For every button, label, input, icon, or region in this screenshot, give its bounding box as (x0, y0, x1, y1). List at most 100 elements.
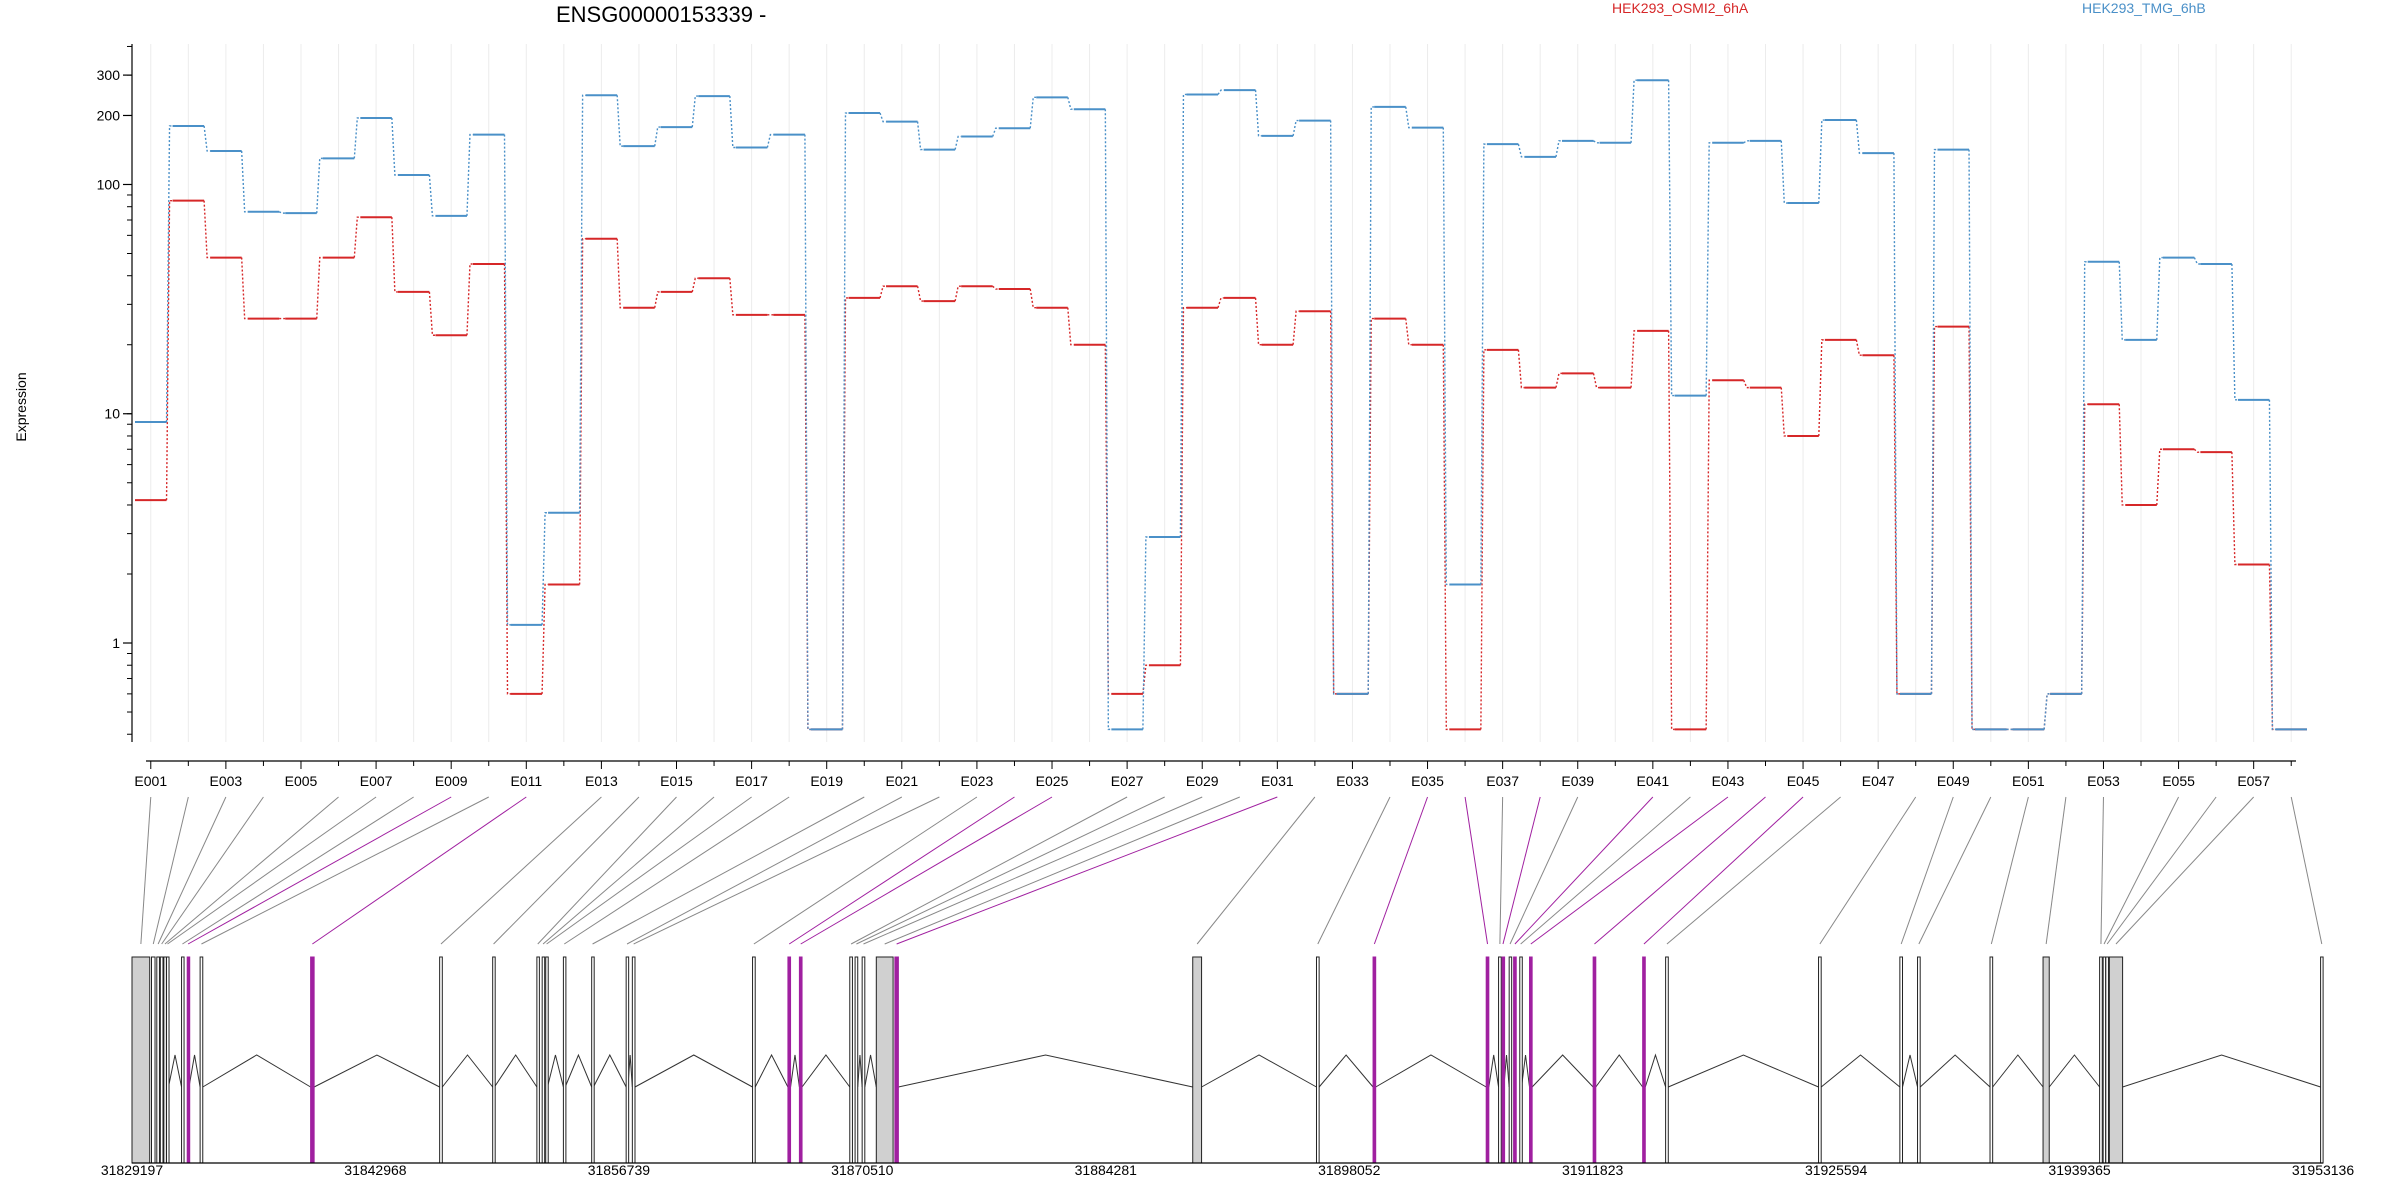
exon-tick-label: E003 (210, 773, 243, 789)
intron-line (1668, 1054, 1819, 1088)
series-connector (391, 117, 398, 176)
series-lines (135, 79, 2307, 731)
genomic-tick-label: 31842968 (344, 1162, 407, 1178)
exon-tick-label: E023 (961, 773, 994, 789)
intron-line (864, 1054, 877, 1088)
exon-connector (164, 796, 339, 945)
exon-tick-label: E013 (585, 773, 618, 789)
exon-box (1485, 956, 1490, 1164)
exon-box (1818, 956, 1822, 1164)
exon-box (2320, 956, 2324, 1164)
series-connector (1705, 379, 1713, 730)
intron-line (790, 1054, 800, 1088)
series-connector (1254, 90, 1262, 137)
exon-connector (1373, 796, 1429, 945)
intron-line (1318, 1054, 1374, 1088)
exon-box (854, 956, 859, 1164)
exon-box (1665, 956, 1669, 1164)
exon-connector (1594, 796, 1766, 945)
exon-box (787, 956, 792, 1164)
exon-connector (1464, 796, 1489, 945)
series-connector (1517, 143, 1525, 158)
exon-tick-label: E049 (1937, 773, 1970, 789)
intron-line (857, 1054, 863, 1088)
series-connector (1780, 140, 1788, 204)
exon-box (1592, 956, 1597, 1164)
exon-tick-label: E007 (360, 773, 393, 789)
series-connector (1480, 349, 1487, 730)
y-tick-label: 300 (97, 67, 121, 83)
intron-line (1531, 1054, 1594, 1088)
exon-box (631, 956, 636, 1164)
exon-box (1917, 956, 1921, 1164)
series-connector (1442, 127, 1450, 586)
exon-connector (440, 796, 602, 945)
exon-connector (140, 796, 152, 945)
exon-connector (863, 796, 1203, 945)
exon-connector (1900, 796, 1954, 945)
exon-tick-label: E045 (1787, 773, 1820, 789)
intron-line (593, 1053, 627, 1088)
series-connector (203, 125, 211, 152)
series-connector (2156, 256, 2163, 340)
series-connector (992, 285, 999, 290)
series-connector (316, 157, 323, 214)
y-axis: 1 10 100 200 300 (97, 44, 133, 742)
series-connector (2080, 261, 2088, 694)
intron-line (634, 1054, 753, 1088)
exon-box (439, 956, 443, 1164)
series-connector (1217, 297, 1225, 308)
series-HEK293_OSMI2_6hA (135, 199, 2307, 731)
series-connector (1930, 148, 1938, 694)
intron-line (167, 1054, 183, 1088)
series-connector (541, 512, 549, 625)
series-connector (391, 217, 398, 293)
series-connector (165, 125, 173, 423)
exon-connector (546, 796, 752, 945)
series-connector (2231, 263, 2238, 401)
intron-line (2048, 1054, 2101, 1088)
exon-box (492, 956, 496, 1164)
series-connector (954, 285, 962, 302)
series-connector (654, 126, 661, 147)
exon-connector (564, 796, 790, 945)
series-connector (1405, 318, 1412, 346)
exon-box (131, 956, 151, 1164)
series-connector (1893, 355, 1900, 695)
y-tick-label: 10 (104, 406, 120, 422)
exon-connector (856, 796, 1165, 945)
intron-line (564, 1053, 593, 1088)
series-connector (1029, 288, 1037, 309)
exon-connector (1819, 796, 1917, 945)
series-connector (1480, 143, 1487, 585)
exon-connector (1530, 796, 1729, 945)
series-connector (1968, 149, 1976, 731)
series-connector (240, 257, 248, 320)
series-connector (804, 134, 811, 731)
exon-box (545, 956, 549, 1164)
exon-box (2105, 956, 2109, 1164)
exon-box (591, 956, 595, 1164)
exon-connector (2103, 796, 2180, 945)
intron-line (441, 1054, 494, 1088)
exon-box (163, 956, 167, 1164)
series-connector (1142, 536, 1149, 730)
exon-box (2099, 956, 2103, 1164)
exon-box (875, 956, 894, 1164)
exon-box (186, 956, 191, 1164)
series-connector (1217, 89, 1225, 95)
exon-tick-label: E015 (660, 773, 693, 789)
exon-connector (1990, 796, 2029, 945)
exon-box (1192, 956, 1203, 1164)
intron-line (1919, 1054, 1991, 1088)
exon-connector (1509, 796, 1579, 945)
exon-connector (896, 796, 1278, 945)
series-connector (541, 583, 549, 694)
series-connector (2043, 693, 2051, 730)
series-connector (1179, 307, 1187, 666)
exon-tick-label: E005 (285, 773, 318, 789)
series-connector (278, 211, 286, 214)
series-connector (1029, 96, 1037, 129)
series-connector (1517, 349, 1525, 389)
grid (150, 44, 2292, 742)
